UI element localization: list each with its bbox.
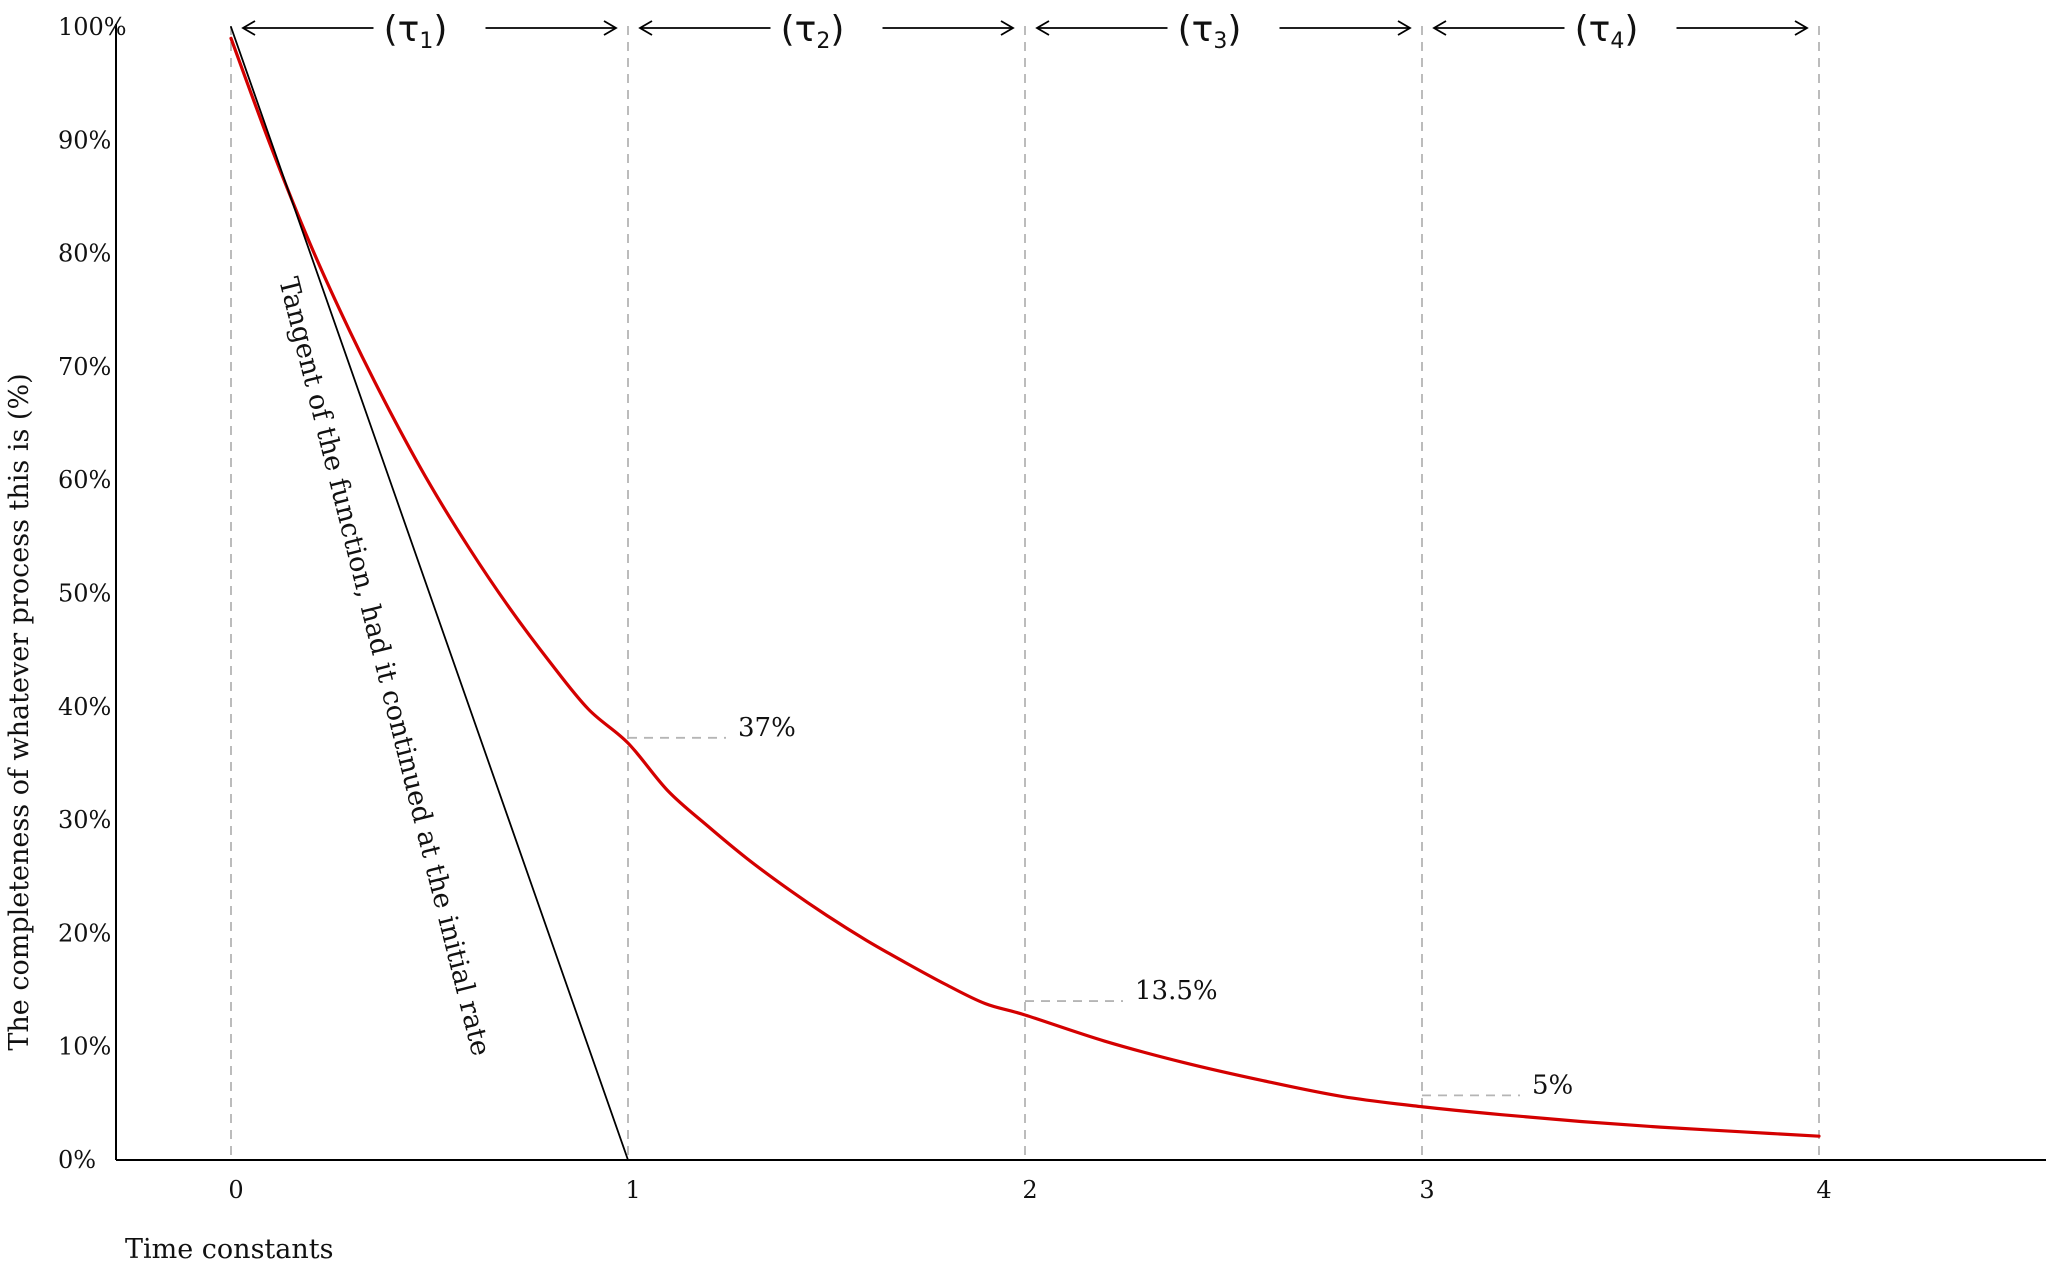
arrowhead-right [1397, 20, 1412, 36]
tau-symbol: (τ [1575, 9, 1611, 50]
marker-label: 13.5% [1135, 976, 1218, 1006]
x-tick-label: 4 [1816, 1176, 1831, 1204]
interval-label-tau2: (τ2) [781, 9, 845, 54]
interval-label-tau4: (τ4) [1575, 9, 1639, 54]
tau-close: ) [1227, 9, 1241, 50]
x-tick-label: 3 [1419, 1176, 1434, 1204]
y-tick-label: 60% [58, 466, 111, 494]
x-axis-label: Time constants [125, 1234, 333, 1265]
arrowhead-right [1794, 20, 1809, 36]
y-tick-label: 90% [58, 126, 111, 154]
x-tick-label: 1 [625, 1176, 640, 1204]
arrowhead-right [603, 20, 618, 36]
x-tick-label: 0 [228, 1176, 243, 1204]
y-axis-label: The completeness of whatever process thi… [4, 373, 35, 1050]
tangent-line [230, 26, 629, 1161]
y-tick-label: 30% [58, 806, 111, 834]
y-tick-label: 80% [58, 240, 111, 268]
arrowhead-left [1035, 20, 1050, 36]
tau-subscript: 1 [419, 29, 433, 54]
interval-label-tau3: (τ3) [1178, 9, 1242, 54]
tau-symbol: (τ [781, 9, 817, 50]
tau-subscript: 2 [816, 29, 830, 54]
marker-label: 5% [1532, 1070, 1573, 1100]
tau-close: ) [830, 9, 844, 50]
arrowhead-left [638, 20, 653, 36]
tangent-annotation: Tangent of the function, had it continue… [272, 274, 496, 1059]
tau-close: ) [433, 9, 447, 50]
tau-close: ) [1624, 9, 1638, 50]
tau-symbol: (τ [1178, 9, 1214, 50]
arrowhead-right [1000, 20, 1015, 36]
labels: Time constants The completeness of whate… [4, 274, 1573, 1265]
series [229, 26, 1821, 1161]
marker-label: 37% [738, 713, 796, 743]
x-tick-labels: 0 1 2 3 4 [228, 1176, 1831, 1204]
y-tick-label: 40% [58, 693, 111, 721]
y-tick-label: 0% [58, 1146, 96, 1174]
axes [115, 24, 2046, 1161]
arrowhead-left [1432, 20, 1447, 36]
tau-symbol: (τ [384, 9, 420, 50]
marker-leaders [628, 736, 1520, 1097]
y-tick-label: 10% [58, 1033, 111, 1061]
tau-subscript: 4 [1610, 29, 1624, 54]
interval-label-tau1: (τ1) [384, 9, 448, 54]
y-tick-label: 70% [58, 353, 111, 381]
decay-curve [229, 36, 1821, 1138]
tau-subscript: 3 [1213, 29, 1227, 54]
y-tick-label: 100% [58, 13, 127, 41]
grid-lines [230, 26, 1820, 1160]
y-tick-labels: 0% 10% 20% 30% 40% 50% 60% 70% 80% 90% 100% [58, 13, 127, 1174]
arrowhead-left [241, 20, 256, 36]
x-tick-label: 2 [1022, 1176, 1037, 1204]
y-tick-label: 50% [58, 580, 111, 608]
y-tick-label: 20% [58, 919, 111, 947]
interval-arrows: (τ1) (τ2) (τ3) (τ4) [241, 9, 1809, 54]
